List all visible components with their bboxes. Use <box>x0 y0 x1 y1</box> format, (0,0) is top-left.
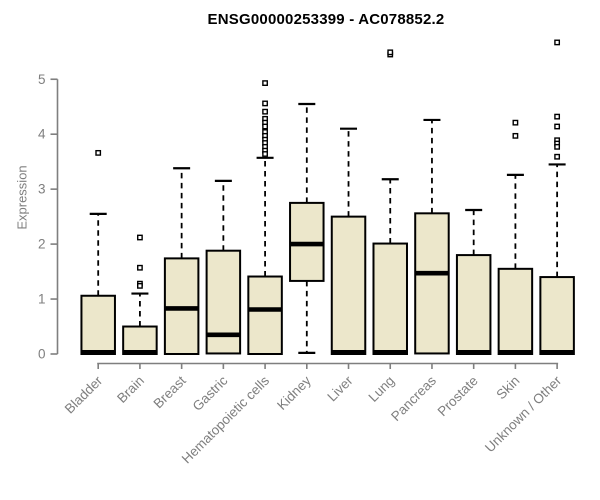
outlier-point <box>137 264 143 271</box>
outlier-point <box>554 113 561 120</box>
outlier-point <box>554 143 561 150</box>
x-tick-label: Pancreas <box>388 373 439 424</box>
outlier-point <box>554 153 561 160</box>
y-tick-label: 2 <box>38 237 46 252</box>
outlier-point <box>262 80 268 86</box>
x-tick-label: Skin <box>493 373 522 402</box>
box-lung <box>372 242 408 356</box>
outlier-point <box>554 39 561 46</box>
box-unknown-other <box>539 276 575 356</box>
chart-title: ENSG00000253399 - AC078852.2 <box>207 11 445 28</box>
x-tick-label: Lung <box>366 373 398 405</box>
outlier-point <box>262 123 268 130</box>
box-hematopoietic-cells <box>247 275 283 356</box>
x-tick-label: Gastric <box>190 373 231 414</box>
y-tick-label: 4 <box>38 127 46 142</box>
outlier-point <box>137 282 143 289</box>
outlier-point <box>262 100 268 107</box>
x-tick-label: Unknown / Other <box>482 373 565 456</box>
box-liver <box>330 215 367 355</box>
outlier-point <box>95 149 102 156</box>
box-pancreas <box>414 212 450 355</box>
x-tick-label: Kidney <box>274 373 314 413</box>
x-tick-label: Breast <box>151 373 189 411</box>
box-prostate <box>455 254 492 355</box>
outlier-point <box>262 151 268 157</box>
x-tick-label: Liver <box>324 373 356 405</box>
box-skin <box>497 267 534 356</box>
outlier-point <box>137 234 143 241</box>
x-tick-label: Brain <box>114 373 147 406</box>
x-tick-label: Bladder <box>62 373 106 417</box>
y-tick-label: 3 <box>38 182 46 197</box>
outlier-point <box>262 108 268 115</box>
y-tick-label: 0 <box>38 347 46 362</box>
y-tick-label: 1 <box>38 292 46 307</box>
box-bladder <box>80 294 116 355</box>
box-brain <box>122 325 158 355</box>
y-tick-label: 5 <box>38 72 46 87</box>
x-tick-label: Prostate <box>435 373 481 419</box>
outlier-point <box>387 49 394 56</box>
box-gastric <box>205 249 242 355</box>
outlier-point <box>512 132 519 139</box>
outlier-point <box>554 123 561 130</box>
outlier-point <box>512 119 519 126</box>
